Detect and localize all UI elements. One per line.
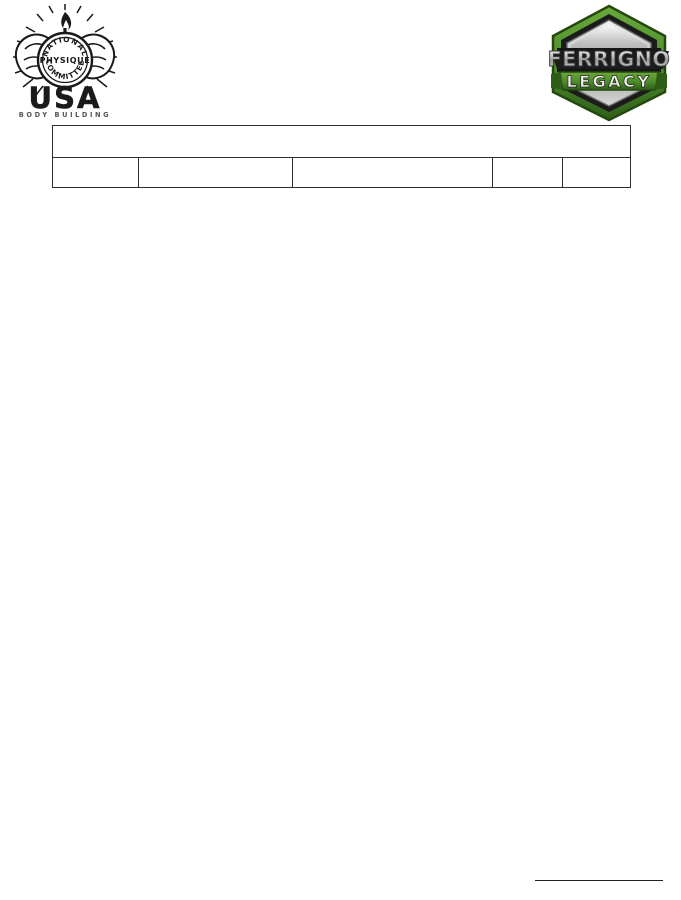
svg-text:FERRIGNO: FERRIGNO bbox=[548, 47, 671, 71]
column-header-score bbox=[492, 157, 563, 188]
column-header-last-name bbox=[292, 157, 493, 188]
page-header: NATIONAL PHYSIQUE COMMITTEE USA BODY BUI… bbox=[0, 0, 681, 124]
judge-signature-line[interactable] bbox=[535, 880, 663, 881]
judge-signature-row bbox=[0, 880, 681, 883]
category-title-row bbox=[51, 125, 632, 158]
column-header-first-name bbox=[138, 157, 293, 188]
ferrigno-legacy-logo: FERRIGNO LEGACY bbox=[543, 2, 675, 122]
column-header-row bbox=[52, 157, 632, 188]
results-table bbox=[51, 125, 632, 188]
svg-text:LEGACY: LEGACY bbox=[567, 72, 652, 91]
column-header-place bbox=[561, 157, 632, 188]
column-header-number bbox=[52, 157, 139, 188]
svg-text:PHYSIQUE: PHYSIQUE bbox=[40, 56, 91, 65]
npc-usa-bodybuilding-logo: NATIONAL PHYSIQUE COMMITTEE USA BODY BUI… bbox=[4, 2, 126, 120]
category-title bbox=[51, 125, 632, 158]
results-table-wrap bbox=[51, 125, 632, 188]
svg-text:BODY BUILDING: BODY BUILDING bbox=[19, 111, 111, 119]
svg-text:USA: USA bbox=[29, 81, 102, 115]
